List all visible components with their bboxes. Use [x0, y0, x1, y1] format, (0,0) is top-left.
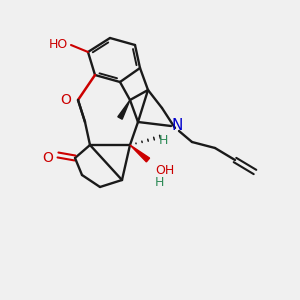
Text: H: H: [155, 176, 164, 188]
Text: N: N: [171, 118, 183, 134]
Polygon shape: [118, 100, 130, 119]
Text: O: O: [61, 93, 71, 107]
Text: O: O: [43, 151, 53, 165]
Text: H: H: [158, 134, 168, 146]
Text: OH: OH: [155, 164, 174, 176]
Text: HO: HO: [48, 38, 68, 52]
Polygon shape: [130, 145, 150, 162]
